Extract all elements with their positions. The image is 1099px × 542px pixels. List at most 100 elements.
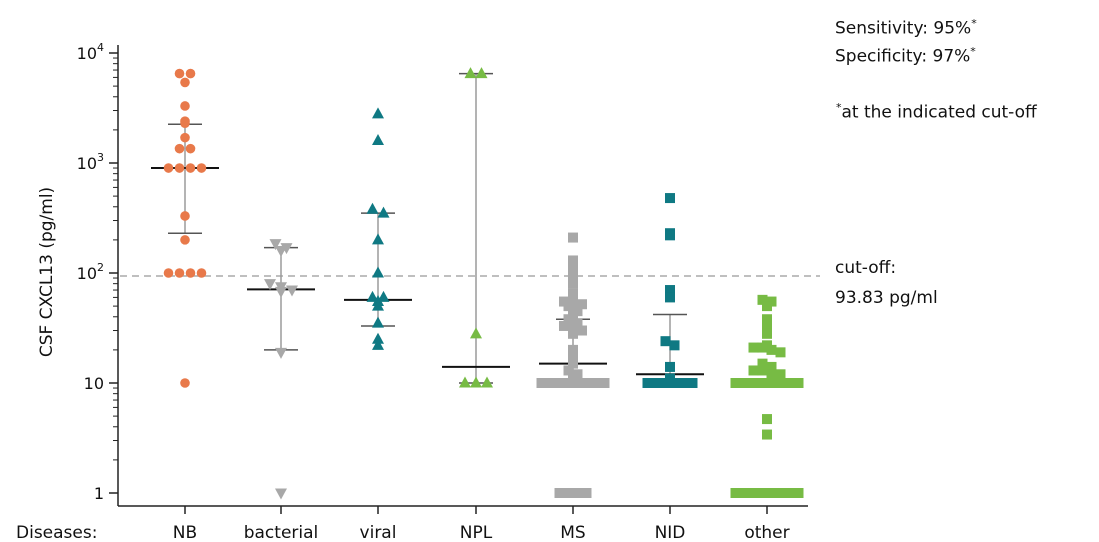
data-point-MS	[581, 488, 592, 498]
data-point-NB	[180, 77, 190, 88]
x-tick-label-other: other	[744, 523, 789, 542]
data-point-other	[766, 369, 777, 380]
data-point-other	[762, 414, 772, 425]
data-point-MS	[559, 320, 569, 331]
data-point-MS	[568, 352, 578, 363]
data-point-other	[757, 378, 768, 388]
data-point-other	[766, 488, 777, 498]
data-point-MS	[554, 378, 565, 388]
data-point-NPL	[475, 67, 488, 79]
data-point-NPL	[470, 376, 482, 388]
data-point-other	[762, 314, 772, 325]
data-point-NID	[665, 285, 675, 296]
data-point-other	[739, 488, 750, 498]
data-point-MS	[568, 288, 578, 299]
data-point-viral	[366, 290, 379, 302]
sensitivity-annotation: Sensitivity: 95%*	[835, 12, 977, 41]
data-point-other	[766, 378, 777, 388]
cutoff-label-line2: 93.83 pg/ml	[835, 288, 938, 308]
specificity-asterisk: *	[970, 45, 976, 58]
data-point-viral	[372, 134, 384, 146]
data-point-NPL	[470, 327, 482, 339]
data-point-other	[784, 488, 795, 498]
data-point-NID	[665, 230, 675, 241]
data-point-NID	[660, 336, 671, 347]
data-point-other	[793, 488, 804, 498]
data-point-bacterial	[269, 239, 282, 251]
data-point-NPL	[459, 376, 471, 388]
data-point-other	[748, 365, 759, 376]
footnote-text: at the indicated cut-off	[841, 102, 1037, 123]
data-point-MS	[563, 365, 574, 376]
data-point-NID	[642, 378, 653, 388]
data-point-other	[775, 378, 786, 388]
data-point-MS	[568, 255, 578, 266]
data-point-MS	[568, 344, 578, 355]
data-point-NB	[185, 163, 196, 173]
specificity-annotation: Specificity: 97%*	[835, 40, 976, 69]
data-point-MS	[568, 270, 578, 281]
data-point-viral	[372, 338, 384, 350]
data-point-viral	[372, 332, 384, 344]
data-point-MS	[568, 278, 578, 289]
data-point-bacterial	[275, 488, 287, 500]
data-point-viral	[372, 316, 384, 328]
data-point-MS	[554, 488, 565, 498]
data-point-other	[793, 378, 804, 388]
y-tick-label-0: 1	[94, 484, 104, 503]
data-point-other	[748, 342, 759, 353]
footnote-annotation: *at the indicated cut-off	[836, 96, 1037, 125]
data-point-MS	[568, 232, 578, 243]
data-point-other	[757, 294, 768, 305]
data-point-other	[775, 488, 786, 498]
data-point-MS	[572, 378, 583, 388]
data-point-viral	[377, 206, 390, 218]
data-point-NB	[174, 143, 185, 154]
data-point-NB	[174, 268, 185, 278]
y-tick-label-3: 103	[77, 151, 104, 173]
data-point-MS	[581, 378, 592, 388]
data-point-NID	[665, 361, 675, 372]
data-point-MS	[568, 320, 578, 331]
sensitivity-asterisk: *	[971, 17, 977, 30]
data-point-NB	[174, 163, 185, 173]
data-point-other	[762, 429, 772, 440]
data-point-other	[730, 378, 741, 388]
data-point-viral	[377, 290, 390, 302]
x-tick-label-MS: MS	[560, 523, 585, 542]
data-point-NB	[185, 143, 196, 154]
sensitivity-text: Sensitivity: 95%	[835, 18, 972, 39]
data-point-MS	[568, 358, 578, 369]
data-point-other	[762, 301, 772, 312]
data-point-NPL	[481, 376, 493, 388]
x-tick-label-NB: NB	[173, 523, 197, 542]
data-point-NB	[196, 268, 207, 278]
data-point-NB	[185, 268, 196, 278]
footnote-asterisk: *	[836, 101, 842, 114]
data-point-other	[739, 378, 750, 388]
data-point-NID	[651, 378, 662, 388]
data-point-NID	[660, 378, 671, 388]
data-point-NB	[196, 163, 207, 173]
data-point-other	[775, 369, 786, 380]
data-point-MS	[545, 378, 556, 388]
data-point-bacterial	[275, 347, 287, 359]
data-point-other	[757, 488, 768, 498]
data-point-bacterial	[275, 246, 287, 258]
data-point-NB	[163, 163, 174, 173]
data-point-bacterial	[280, 243, 293, 255]
data-point-MS	[568, 328, 578, 339]
x-tick-label-NID: NID	[655, 523, 686, 542]
data-point-other	[766, 361, 777, 372]
data-point-NB	[163, 268, 174, 278]
data-point-viral	[372, 266, 384, 278]
data-point-NB	[180, 101, 190, 111]
data-point-NB	[180, 118, 190, 129]
data-point-bacterial	[264, 279, 276, 291]
data-point-other	[784, 378, 795, 388]
cutoff-label-line1: cut-off:	[835, 258, 897, 278]
data-point-other	[748, 378, 759, 388]
data-point-NB	[174, 68, 185, 79]
data-point-NB	[180, 211, 190, 221]
data-point-bacterial	[286, 285, 298, 297]
